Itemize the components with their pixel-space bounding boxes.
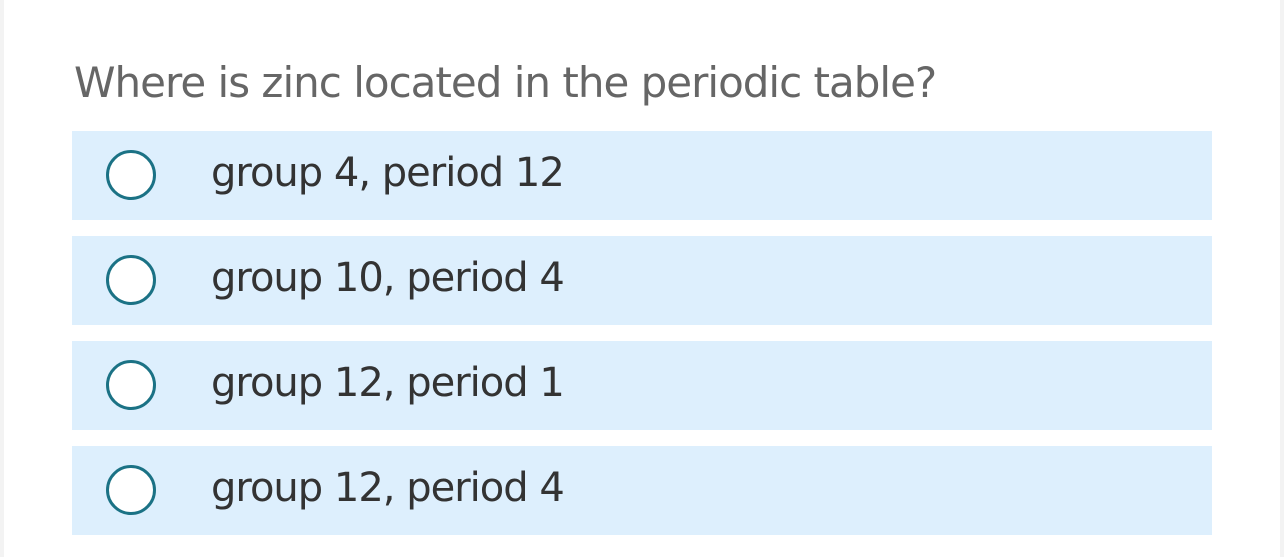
radio-button[interactable] — [106, 465, 156, 515]
question-card: Where is zinc located in the periodic ta… — [4, 0, 1280, 557]
answer-option[interactable]: group 10, period 4 — [72, 236, 1212, 325]
option-label: group 10, period 4 — [211, 255, 565, 301]
answer-option[interactable]: group 12, period 1 — [72, 341, 1212, 430]
radio-button[interactable] — [106, 255, 156, 305]
question-text: Where is zinc located in the periodic ta… — [74, 58, 937, 107]
option-label: group 12, period 1 — [211, 360, 565, 406]
answer-option[interactable]: group 12, period 4 — [72, 446, 1212, 535]
option-label: group 12, period 4 — [211, 465, 565, 511]
option-label: group 4, period 12 — [211, 150, 565, 196]
radio-button[interactable] — [106, 360, 156, 410]
answer-option[interactable]: group 4, period 12 — [72, 131, 1212, 220]
radio-button[interactable] — [106, 150, 156, 200]
